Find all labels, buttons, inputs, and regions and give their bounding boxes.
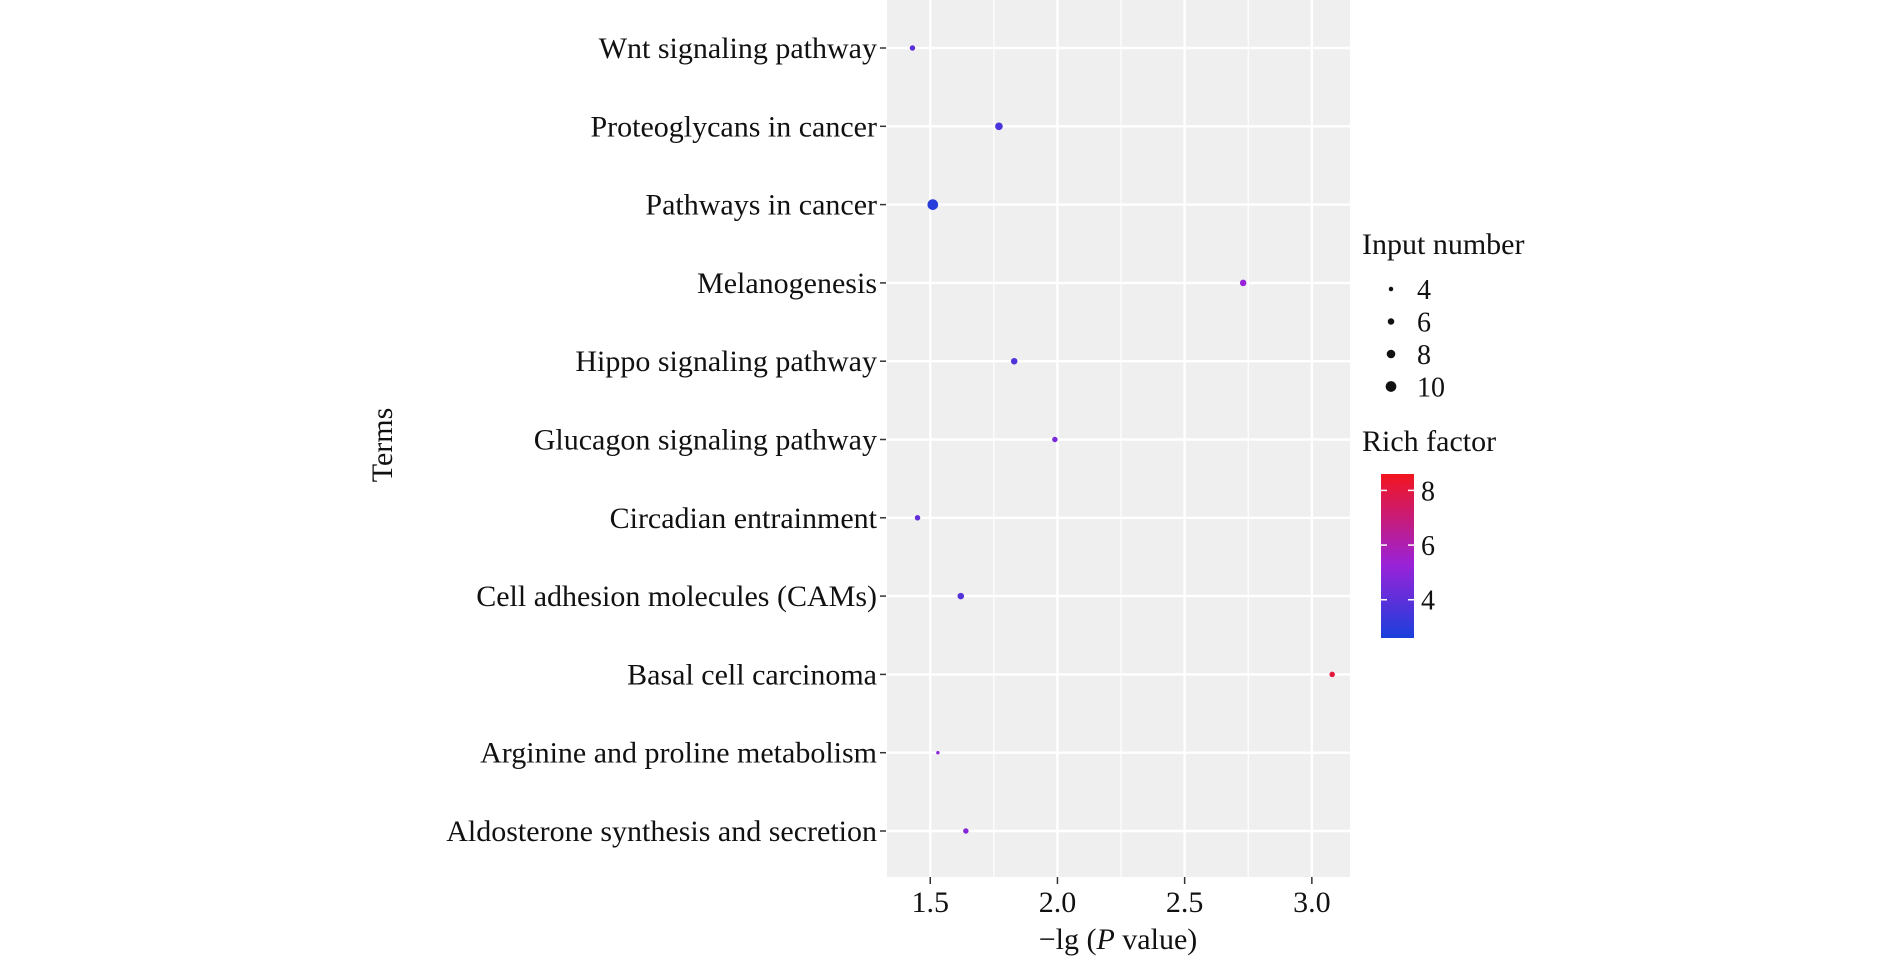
- size-legend-label: 10: [1417, 373, 1445, 404]
- color-legend-label: 4: [1421, 586, 1435, 617]
- data-point: [1329, 671, 1335, 678]
- data-points: [909, 45, 1335, 834]
- x-axis-title: −lg (P value): [1039, 923, 1198, 956]
- color-legend-bar: [1381, 474, 1414, 638]
- x-tick-label: 1.5: [911, 886, 949, 919]
- y-axis: Wnt signaling pathway Proteoglycans in ca…: [446, 32, 886, 848]
- grid-lines: [887, 0, 1350, 877]
- y-tick-label: Glucagon signaling pathway: [534, 424, 877, 457]
- data-point: [995, 122, 1003, 131]
- size-legend-label: 8: [1417, 340, 1431, 371]
- y-axis-title: Terms: [366, 408, 399, 483]
- y-tick-label: Basal cell carcinoma: [627, 658, 877, 691]
- y-tick-label: Arginine and proline metabolism: [480, 737, 877, 770]
- y-tick-label: Melanogenesis: [697, 267, 877, 300]
- size-legend-title: Input number: [1362, 228, 1524, 261]
- data-point: [963, 828, 969, 834]
- size-legend-label: 6: [1417, 308, 1431, 339]
- data-point: [927, 199, 939, 210]
- color-legend: Rich factor 4 6 8: [1362, 425, 1496, 638]
- data-point: [909, 45, 916, 51]
- x-tick-label: 2.5: [1166, 886, 1204, 919]
- x-axis-title-suffix: value): [1115, 923, 1197, 956]
- color-legend-label: 8: [1421, 476, 1435, 507]
- x-tick-label: 3.0: [1293, 886, 1331, 919]
- data-point: [936, 751, 940, 755]
- y-tick-label: Pathways in cancer: [645, 189, 877, 222]
- x-axis: 1.5 2.0 2.5 3.0: [911, 877, 1331, 919]
- y-tick-label: Hippo signaling pathway: [575, 345, 877, 378]
- size-legend-key: [1387, 318, 1395, 325]
- size-legend-key: [1385, 381, 1397, 392]
- y-tick-label: Wnt signaling pathway: [599, 32, 877, 65]
- y-tick-label: Aldosterone synthesis and secretion: [446, 815, 877, 848]
- y-tick-label: Cell adhesion molecules (CAMs): [476, 580, 877, 613]
- size-legend-label: 4: [1417, 275, 1431, 306]
- size-legend-key: [1388, 286, 1394, 292]
- size-legend-key: [1386, 349, 1396, 359]
- color-legend-label: 6: [1421, 531, 1435, 562]
- x-axis-title-italic: P: [1095, 923, 1114, 956]
- data-point: [914, 515, 921, 521]
- color-legend-title: Rich factor: [1362, 425, 1496, 458]
- x-tick-label: 2.0: [1039, 886, 1077, 919]
- y-tick-label: Circadian entrainment: [610, 502, 878, 535]
- data-point: [1052, 436, 1058, 443]
- y-tick-label: Proteoglycans in cancer: [590, 110, 877, 143]
- data-point: [957, 592, 965, 600]
- data-point: [1010, 357, 1018, 365]
- data-point: [1239, 279, 1247, 287]
- x-axis-title-prefix: −lg (: [1039, 923, 1097, 956]
